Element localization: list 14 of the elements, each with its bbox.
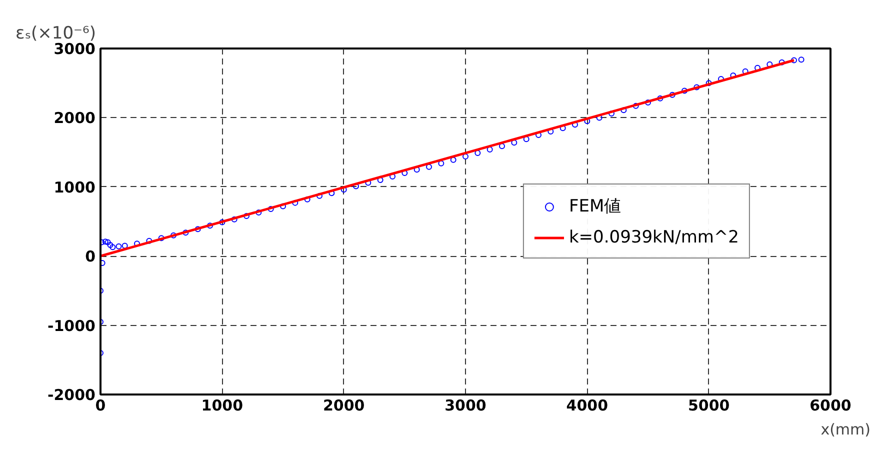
x-tick-label: 1000 (201, 396, 244, 414)
x-axis-title: x(mm) (820, 420, 871, 438)
y-tick-label: 0 (85, 248, 96, 266)
y-tick-label: 1000 (54, 178, 96, 196)
legend-label: FEM値 (568, 196, 622, 218)
x-tick-label: 4000 (566, 396, 608, 414)
x-tick-label: 2000 (322, 396, 365, 414)
x-tick-label: 5000 (688, 396, 730, 414)
x-tick-label: 3000 (444, 396, 486, 414)
y-tick-label: 2000 (54, 109, 96, 128)
x-tick-label: 6000 (810, 396, 852, 414)
y-tick-label: -2000 (48, 386, 96, 404)
legend-label: k=0.0939kN/mm^2 (568, 228, 739, 248)
y-tick-label: -1000 (48, 316, 96, 335)
